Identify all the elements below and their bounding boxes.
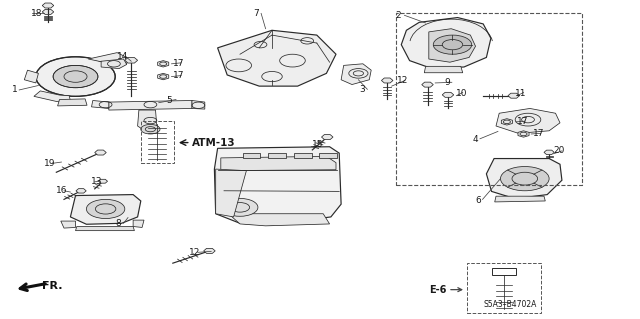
Bar <box>141 121 174 163</box>
Polygon shape <box>221 156 336 171</box>
Polygon shape <box>24 70 38 83</box>
Bar <box>467 263 541 313</box>
Text: 13: 13 <box>91 177 102 186</box>
Polygon shape <box>495 196 545 202</box>
Polygon shape <box>218 30 336 86</box>
Polygon shape <box>501 119 513 125</box>
Text: 18: 18 <box>31 9 42 18</box>
Polygon shape <box>42 3 54 8</box>
Text: 1: 1 <box>12 85 17 94</box>
Text: 7: 7 <box>253 9 259 18</box>
Polygon shape <box>76 189 86 193</box>
Polygon shape <box>544 150 554 155</box>
Polygon shape <box>61 221 76 228</box>
Circle shape <box>36 57 115 96</box>
Circle shape <box>53 65 98 88</box>
Polygon shape <box>58 99 87 106</box>
Polygon shape <box>518 131 529 137</box>
Text: 17: 17 <box>533 129 545 138</box>
Text: 11: 11 <box>515 89 527 98</box>
Polygon shape <box>99 179 108 183</box>
Text: 12: 12 <box>189 249 201 257</box>
Polygon shape <box>294 153 312 158</box>
Text: E-6: E-6 <box>429 285 446 295</box>
Text: 15: 15 <box>312 140 324 149</box>
Polygon shape <box>214 147 341 225</box>
Polygon shape <box>321 135 333 139</box>
Polygon shape <box>422 82 433 87</box>
Text: 20: 20 <box>554 146 565 155</box>
Polygon shape <box>138 110 157 132</box>
Text: 17: 17 <box>173 59 184 68</box>
Polygon shape <box>341 64 371 85</box>
Polygon shape <box>42 10 54 14</box>
Text: 8: 8 <box>115 219 121 228</box>
Polygon shape <box>125 57 138 63</box>
Polygon shape <box>381 78 393 83</box>
Circle shape <box>433 35 472 54</box>
Polygon shape <box>95 150 106 155</box>
Polygon shape <box>76 226 134 231</box>
Circle shape <box>141 124 160 134</box>
Polygon shape <box>88 53 128 64</box>
Text: 2: 2 <box>396 11 401 20</box>
Polygon shape <box>92 100 109 108</box>
Polygon shape <box>157 73 169 80</box>
Text: S5A3–B4702A: S5A3–B4702A <box>483 300 536 309</box>
Polygon shape <box>133 220 144 227</box>
Text: 9: 9 <box>445 78 451 87</box>
Text: 17: 17 <box>517 117 529 126</box>
Text: 17: 17 <box>173 71 184 80</box>
Polygon shape <box>243 153 260 158</box>
Polygon shape <box>496 108 560 133</box>
Polygon shape <box>109 100 192 110</box>
Polygon shape <box>319 153 337 158</box>
Polygon shape <box>70 195 141 224</box>
Circle shape <box>86 199 125 219</box>
Polygon shape <box>442 93 454 97</box>
Polygon shape <box>429 29 476 62</box>
Polygon shape <box>268 153 286 158</box>
Bar <box>396 13 582 185</box>
Text: 3: 3 <box>360 85 365 94</box>
Circle shape <box>222 198 258 216</box>
Text: 10: 10 <box>456 89 467 98</box>
Polygon shape <box>216 169 246 217</box>
Text: 16: 16 <box>56 186 68 195</box>
Text: 12: 12 <box>397 76 408 85</box>
Text: 19: 19 <box>44 159 55 168</box>
Text: 6: 6 <box>475 196 481 205</box>
Polygon shape <box>424 66 463 73</box>
Text: ATM-13: ATM-13 <box>192 137 236 148</box>
Polygon shape <box>157 61 169 67</box>
Polygon shape <box>204 249 215 253</box>
Circle shape <box>500 167 549 191</box>
Text: 5: 5 <box>166 96 172 105</box>
Polygon shape <box>508 93 520 98</box>
Polygon shape <box>192 100 205 109</box>
Text: 14: 14 <box>117 52 129 61</box>
Text: 4: 4 <box>472 135 478 144</box>
Bar <box>493 268 516 275</box>
Polygon shape <box>228 214 330 226</box>
Polygon shape <box>101 59 127 69</box>
Polygon shape <box>486 159 562 199</box>
Polygon shape <box>401 18 491 69</box>
Polygon shape <box>34 91 70 101</box>
Text: FR.: FR. <box>42 280 62 291</box>
